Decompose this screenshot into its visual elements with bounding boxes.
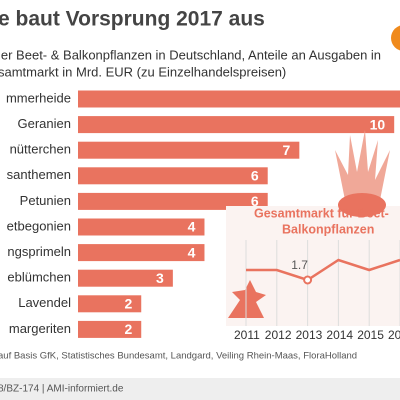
bar: [78, 244, 205, 262]
annotated-point: [303, 275, 313, 285]
bar: [78, 90, 400, 108]
bar: [78, 116, 395, 134]
value-label: 4: [188, 219, 196, 235]
inset-title: Gesamtmarkt für Beet-: [254, 206, 389, 220]
title: e baut Vorsprung 2017 aus: [0, 8, 265, 31]
category-label: eblümchen: [7, 270, 71, 285]
inset-subtitle: Balkonpflanzen: [282, 222, 374, 236]
category-label: Lavendel: [18, 295, 71, 310]
value-label: 3: [156, 270, 164, 286]
line: [246, 258, 400, 282]
category-label: nütterchen: [10, 142, 71, 157]
subtitle: ler Beet- & Balkonpflanzen in Deutschlan…: [0, 47, 381, 62]
bar: [78, 320, 142, 338]
logo-dot: [391, 25, 400, 51]
category-label: mmerheide: [6, 90, 71, 105]
x-tick-label: 2013: [296, 328, 323, 342]
bar: [78, 295, 142, 313]
value-label: 6: [251, 193, 259, 209]
value-label: 10: [370, 116, 386, 132]
x-tick-label: 2012: [265, 328, 292, 342]
value-label: 2: [124, 321, 132, 337]
plant-illustration: [228, 130, 390, 318]
category-label: santhemen: [7, 167, 71, 182]
value-label: 4: [188, 244, 196, 260]
category-label: Geranien: [18, 116, 71, 131]
annotation: 1.7: [291, 258, 308, 272]
category-label: Petunien: [20, 193, 71, 208]
bar: [78, 192, 268, 210]
subtitle: samtmarkt in Mrd. EUR (zu Einzelhandelsp…: [0, 64, 286, 79]
value-label: 2: [124, 296, 132, 312]
source: auf Basis GfK, Statistisches Bundesamt, …: [0, 351, 357, 362]
value-label: 7: [283, 142, 291, 158]
x-tick-label: 2011: [234, 328, 260, 342]
inset: [226, 130, 400, 326]
x-tick-label: 2014: [326, 328, 353, 342]
category-label: ngsprimeln: [7, 244, 71, 259]
bar: [78, 167, 268, 185]
bar: [78, 218, 205, 236]
bar: [78, 269, 173, 287]
footer-bar: [0, 378, 400, 400]
value-label: 6: [251, 168, 259, 184]
bar: [78, 141, 300, 159]
x-tick-label: 2016: [388, 328, 400, 342]
x-tick-label: 2015: [357, 328, 384, 342]
category-label: margeriten: [9, 321, 71, 336]
footer-id: 8/BZ-174 | AMI-informiert.de: [0, 384, 124, 395]
category-label: etbegonien: [7, 218, 71, 233]
